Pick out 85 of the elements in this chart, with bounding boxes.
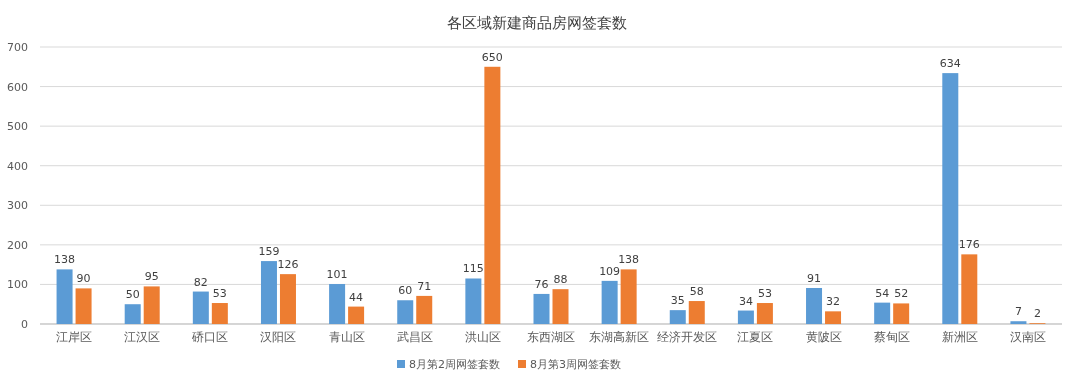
data-label: 138 (54, 253, 76, 267)
data-label: 32 (826, 295, 841, 309)
bar (484, 66, 501, 324)
data-label: 650 (481, 50, 503, 64)
bar (56, 269, 73, 324)
legend-label: 8月第2周网签套数 (409, 358, 500, 371)
x-tick-label: 江岸区 (56, 330, 93, 344)
data-label: 53 (757, 287, 772, 301)
bar (465, 278, 482, 324)
bar (329, 284, 346, 324)
x-tick-label: 武昌区 (396, 330, 433, 344)
bar (961, 254, 978, 324)
data-label: 58 (689, 285, 704, 299)
bar (874, 302, 891, 324)
data-label: 109 (599, 264, 621, 278)
data-label: 82 (193, 275, 208, 289)
x-tick-label: 新洲区 (941, 330, 978, 344)
bar (279, 274, 296, 324)
bar (669, 310, 686, 324)
bar (620, 269, 637, 324)
data-label: 54 (875, 286, 890, 300)
data-label: 634 (939, 57, 961, 71)
y-tick-label: 100 (7, 278, 28, 292)
data-label: 138 (618, 253, 640, 267)
bar (416, 295, 433, 324)
bar (756, 303, 773, 324)
data-label: 2 (1033, 307, 1041, 321)
data-label: 159 (258, 245, 280, 259)
legend-label: 8月第3周网签套数 (530, 358, 621, 371)
data-label: 101 (326, 268, 348, 282)
y-tick-label: 600 (7, 80, 28, 94)
data-label: 34 (738, 294, 753, 308)
bar (260, 261, 277, 324)
y-tick-label: 700 (7, 41, 28, 54)
data-label: 88 (553, 273, 568, 287)
bar (552, 289, 569, 324)
x-tick-label: 江汉区 (124, 330, 161, 344)
data-label: 95 (144, 270, 159, 284)
bar (533, 293, 550, 324)
data-label: 60 (398, 284, 413, 298)
data-label: 115 (462, 262, 484, 276)
data-label: 50 (125, 288, 140, 302)
chart-title: 各区域新建商品房网签套数 (447, 14, 627, 32)
data-label: 7 (1014, 305, 1022, 319)
bar (893, 303, 910, 324)
bar (806, 287, 823, 324)
bar (192, 291, 209, 324)
y-tick-label: 0 (21, 318, 28, 331)
data-label: 176 (958, 238, 980, 252)
bar (688, 301, 705, 324)
bar (75, 288, 92, 324)
x-tick-label: 黄陂区 (805, 330, 842, 344)
x-tick-label: 东西湖区 (527, 330, 575, 344)
bar (942, 73, 959, 324)
bar (211, 303, 228, 324)
bar (348, 306, 365, 324)
x-tick-label: 汉南区 (1009, 330, 1046, 344)
data-label: 91 (807, 271, 822, 285)
x-tick-label: 硚口区 (191, 330, 229, 344)
x-tick-label: 江夏区 (737, 330, 774, 344)
data-label: 52 (894, 287, 909, 301)
bar (737, 310, 754, 324)
bar (124, 304, 141, 324)
bar (601, 280, 618, 324)
data-label: 126 (277, 258, 299, 272)
y-tick-label: 400 (7, 159, 28, 173)
data-label: 35 (670, 294, 685, 308)
x-tick-label: 东湖高新区 (589, 330, 650, 344)
x-tick-label: 蔡甸区 (873, 330, 910, 344)
x-tick-label: 洪山区 (464, 330, 501, 344)
bar (825, 311, 842, 324)
x-tick-label: 汉阳区 (260, 330, 297, 344)
y-tick-label: 500 (7, 120, 28, 134)
data-label: 76 (534, 277, 549, 291)
bar (1010, 321, 1027, 324)
x-tick-label: 经济开发区 (657, 330, 718, 344)
bar (397, 300, 414, 324)
y-tick-label: 200 (7, 238, 28, 252)
data-label: 71 (417, 279, 432, 293)
data-label: 44 (349, 290, 364, 304)
x-tick-label: 青山区 (328, 330, 365, 344)
bar (143, 286, 160, 324)
data-label: 90 (76, 272, 91, 286)
data-label: 53 (212, 287, 227, 301)
y-tick-label: 300 (7, 199, 28, 213)
